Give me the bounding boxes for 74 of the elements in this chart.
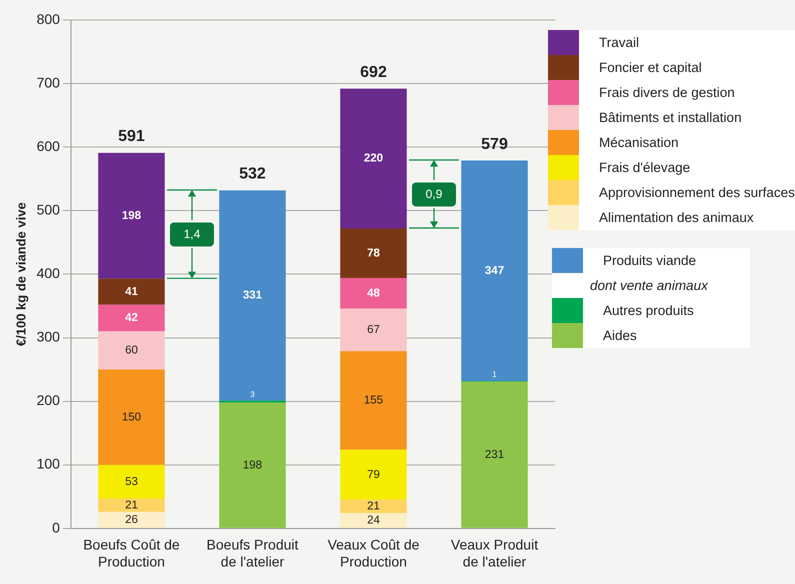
bar — [98, 370, 165, 465]
y-tick-label: 0 — [52, 519, 60, 536]
data-label: 3 — [250, 390, 256, 399]
legend-label: Bâtiments et installation — [599, 110, 742, 125]
data-label: 21 — [125, 499, 138, 512]
annotation: 1,4 — [184, 226, 201, 241]
data-label: 42 — [125, 312, 138, 324]
bar — [461, 382, 528, 528]
data-label: 24 — [367, 514, 380, 527]
data-label: 48 — [367, 287, 380, 300]
y-tick-label: 100 — [36, 456, 60, 472]
bar — [340, 450, 407, 500]
legend-label: Produits viande — [603, 253, 696, 268]
bar — [98, 278, 165, 305]
y-tick-label: 800 — [36, 10, 60, 27]
data-label: 21 — [367, 500, 380, 513]
bar — [340, 228, 407, 278]
x-tick-label: Veaux Produit de l'atelier — [450, 536, 538, 570]
bar — [98, 304, 165, 332]
y-tick-label: 600 — [36, 138, 60, 154]
total-label: 532 — [239, 166, 266, 183]
annotation: 0,9 — [426, 186, 443, 201]
data-label: 60 — [125, 344, 138, 357]
bar — [340, 308, 407, 352]
data-label: 198 — [122, 210, 142, 222]
y-tick-label: 500 — [36, 202, 60, 218]
legend-label: Frais d'élevage — [599, 160, 690, 175]
bar — [461, 160, 528, 381]
data-label: 78 — [367, 247, 380, 260]
data-label: 220 — [364, 152, 384, 165]
bar — [219, 190, 286, 401]
bar — [98, 498, 165, 512]
total-label: 579 — [481, 136, 508, 153]
y-tick-label: 400 — [36, 265, 60, 282]
bar — [340, 351, 407, 450]
text: dont vente animaux — [590, 278, 708, 293]
data-label: 155 — [364, 394, 384, 407]
bar — [98, 464, 165, 499]
data-label: 231 — [484, 448, 504, 461]
legend-label: Mécanisation — [599, 135, 679, 150]
legend-label: Foncier et capital — [599, 60, 702, 75]
y-tick-label: 300 — [36, 328, 60, 345]
legend-label: Aides — [603, 328, 637, 343]
y-axis-title: €/100 kg de viande vive — [13, 202, 28, 346]
legend-label: Approvisionnement des surfaces — [599, 185, 795, 200]
data-label: 198 — [242, 459, 262, 472]
legend-label: Frais divers de gestion — [599, 85, 735, 100]
y-tick-label: 200 — [36, 392, 60, 408]
data-label: 41 — [125, 286, 138, 298]
legend-label: Travail — [599, 35, 640, 50]
bar — [340, 88, 407, 228]
x-tick-label: Boeufs Produit de l'atelier — [206, 536, 298, 570]
data-label: 79 — [367, 468, 380, 481]
bar — [98, 512, 165, 528]
data-label: 1 — [492, 370, 498, 380]
x-tick-label: Veaux Coût de Production — [328, 536, 420, 570]
legend-label: Autres produits — [603, 303, 694, 318]
data-label: 331 — [242, 290, 263, 302]
bar — [98, 152, 165, 279]
data-label: 26 — [125, 514, 138, 526]
total-label: 591 — [118, 128, 145, 146]
data-label: 53 — [125, 476, 138, 488]
data-label: 150 — [122, 411, 142, 424]
bar — [340, 278, 407, 309]
bar — [98, 331, 165, 370]
x-tick-label: Boeufs Coût de Production — [83, 536, 180, 570]
bar — [219, 402, 286, 528]
bar — [340, 513, 407, 528]
total-label: 692 — [360, 64, 387, 82]
y-tick-label: 700 — [36, 74, 60, 90]
legend-label: Alimentation des animaux — [599, 210, 754, 225]
data-label: 347 — [484, 264, 504, 277]
bar — [340, 500, 407, 514]
data-label: 67 — [367, 324, 380, 336]
